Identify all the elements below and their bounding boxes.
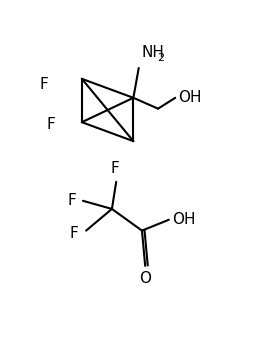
Text: F: F <box>70 226 79 241</box>
Text: F: F <box>111 162 119 176</box>
Text: O: O <box>139 271 151 286</box>
Text: 2: 2 <box>157 52 165 63</box>
Text: NH: NH <box>142 45 165 60</box>
Text: F: F <box>40 77 48 92</box>
Text: OH: OH <box>178 90 202 105</box>
Text: F: F <box>46 118 55 132</box>
Text: F: F <box>68 193 76 208</box>
Text: OH: OH <box>172 212 196 227</box>
